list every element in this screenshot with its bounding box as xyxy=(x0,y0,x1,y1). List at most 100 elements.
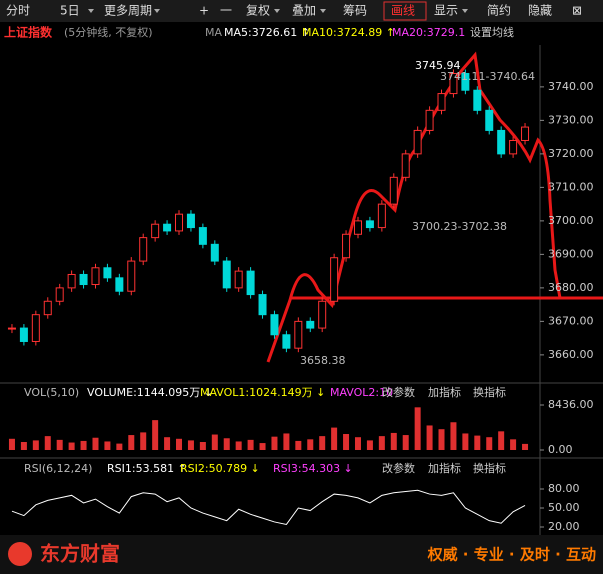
panel-legend[interactable]: 加指标 xyxy=(428,385,461,399)
candle xyxy=(79,273,88,286)
panel-legend[interactable]: 换指标 xyxy=(473,461,506,475)
ma-legend: 设置均线 xyxy=(470,25,514,39)
volume-bar xyxy=(438,429,445,450)
panel-title: VOL(5,10) xyxy=(24,386,79,399)
toolbar-button[interactable]: 5日 xyxy=(60,4,80,18)
volume-bar xyxy=(402,435,409,450)
toolbar-button[interactable]: + xyxy=(199,4,209,18)
candle xyxy=(509,139,518,155)
volume-bar xyxy=(522,443,529,450)
toolbar-button[interactable]: 筹码 xyxy=(343,4,367,18)
volume-bar xyxy=(343,433,350,450)
dropdown-arrow xyxy=(462,9,468,13)
dropdown-arrow xyxy=(320,9,326,13)
volume-bar xyxy=(32,440,39,450)
y-tick-label: 20.00 xyxy=(548,520,580,533)
candle xyxy=(306,320,315,329)
y-tick-label: 8436.00 xyxy=(548,398,594,411)
toolbar-button[interactable]: 隐藏 xyxy=(528,4,552,18)
y-tick-label: 0.00 xyxy=(548,443,573,456)
volume-bar xyxy=(176,438,183,450)
toolbar-bg xyxy=(0,0,603,22)
y-tick-label: 3740.00 xyxy=(548,80,594,93)
volume-bar xyxy=(128,435,135,450)
toolbar-button[interactable]: 分时 xyxy=(6,4,30,18)
candle xyxy=(473,89,482,111)
ma-legend: MA5:3726.61 ↑ xyxy=(224,26,310,39)
candle xyxy=(461,72,470,91)
volume-bar xyxy=(223,438,230,450)
volume-bar xyxy=(259,443,266,450)
panel-legend: RSI1:53.581 ↑ xyxy=(107,462,187,475)
ma-legend: MA10:3724.89 ↑ xyxy=(302,26,395,39)
candle xyxy=(521,126,530,141)
y-tick-label: 3720.00 xyxy=(548,147,594,160)
volume-bar xyxy=(92,437,99,450)
candle xyxy=(115,277,124,292)
volume-bar xyxy=(295,440,302,450)
volume-bar xyxy=(68,442,75,450)
price-annotation: 3741.11-3740.64 xyxy=(440,70,535,83)
candle xyxy=(413,129,422,155)
candle xyxy=(401,153,410,178)
candle xyxy=(55,287,64,302)
price-annotation: 3745.94 xyxy=(415,59,461,72)
volume-bar xyxy=(44,436,51,450)
candle xyxy=(318,300,327,329)
candle xyxy=(270,314,279,336)
volume-bar xyxy=(354,437,361,450)
y-tick-label: 3690.00 xyxy=(548,247,594,260)
dropdown-arrow xyxy=(274,9,280,13)
candle xyxy=(449,72,458,95)
y-tick-label: 3660.00 xyxy=(548,348,594,361)
candle xyxy=(151,223,160,239)
panel-legend[interactable]: 换指标 xyxy=(473,385,506,399)
volume-bar xyxy=(331,427,338,450)
toolbar-button[interactable]: 画线 xyxy=(391,4,415,18)
candle xyxy=(91,267,100,286)
volume-bar xyxy=(199,441,206,450)
logo-icon xyxy=(8,542,32,566)
volume-bar xyxy=(187,440,194,450)
volume-bar xyxy=(319,436,326,450)
price-annotation: 3700.23-3702.38 xyxy=(412,220,507,233)
chart-subtitle: (5分钟线, 不复权) xyxy=(64,25,153,39)
candle xyxy=(437,93,446,111)
panel-legend: RSI2:50.789 ↓ xyxy=(180,462,260,475)
candle xyxy=(198,227,207,245)
ma-legend: MA20:3729.1 xyxy=(392,26,465,39)
volume-bar xyxy=(152,420,159,450)
candle xyxy=(377,203,386,229)
volume-bar xyxy=(20,441,27,450)
candle xyxy=(31,314,40,342)
y-tick-label: 3710.00 xyxy=(548,180,594,193)
toolbar-button[interactable]: 复权 xyxy=(246,4,270,18)
rsi-line xyxy=(11,489,526,526)
toolbar-button[interactable]: 简约 xyxy=(487,3,511,18)
panel-legend[interactable]: 加指标 xyxy=(428,461,461,475)
volume-bar xyxy=(366,440,373,450)
candle xyxy=(246,270,255,296)
panel-legend: MAVOL2:10 xyxy=(330,386,393,399)
candle xyxy=(186,213,195,229)
volume-bar xyxy=(140,432,147,450)
volume-bar xyxy=(378,436,385,450)
toolbar-button[interactable]: 一 xyxy=(220,4,232,18)
toolbar-button[interactable]: 更多周期 xyxy=(104,4,152,18)
candle xyxy=(7,327,16,330)
candle xyxy=(234,270,243,289)
panel-legend[interactable]: 改参数 xyxy=(382,461,415,475)
y-tick-label: 3700.00 xyxy=(548,214,594,227)
candle xyxy=(103,267,112,279)
candle xyxy=(353,220,362,235)
toolbar-button[interactable]: 显示 xyxy=(434,4,458,18)
toolbar-button[interactable]: ⊠ xyxy=(572,4,582,18)
panel-legend[interactable]: 改参数 xyxy=(382,385,415,399)
panel-legend: MAVOL1:1024.149万 ↓ xyxy=(200,386,325,399)
panel-legend: RSI3:54.303 ↓ xyxy=(273,462,353,475)
panel-title: RSI(6,12,24) xyxy=(24,462,92,475)
candle xyxy=(127,260,136,292)
toolbar-button[interactable]: 叠加 xyxy=(292,4,316,18)
candle xyxy=(485,109,494,131)
